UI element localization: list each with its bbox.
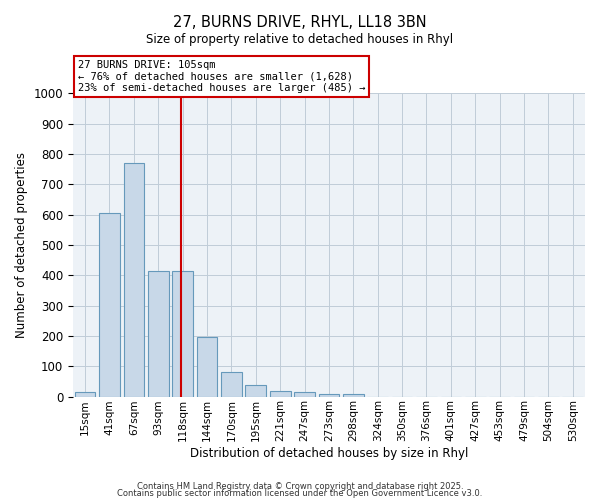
Text: Contains public sector information licensed under the Open Government Licence v3: Contains public sector information licen… [118,490,482,498]
Bar [270,391,290,396]
Bar [343,394,364,396]
Bar [99,213,120,396]
Bar [197,338,217,396]
Y-axis label: Number of detached properties: Number of detached properties [15,152,28,338]
Bar [148,270,169,396]
Bar [221,372,242,396]
Bar [75,392,95,396]
Bar [319,394,340,396]
Bar [245,385,266,396]
Text: 27 BURNS DRIVE: 105sqm
← 76% of detached houses are smaller (1,628)
23% of semi-: 27 BURNS DRIVE: 105sqm ← 76% of detached… [78,60,365,93]
Bar [124,163,144,396]
Text: 27, BURNS DRIVE, RHYL, LL18 3BN: 27, BURNS DRIVE, RHYL, LL18 3BN [173,15,427,30]
Bar [294,392,315,396]
Text: Size of property relative to detached houses in Rhyl: Size of property relative to detached ho… [146,32,454,46]
Text: Contains HM Land Registry data © Crown copyright and database right 2025.: Contains HM Land Registry data © Crown c… [137,482,463,491]
X-axis label: Distribution of detached houses by size in Rhyl: Distribution of detached houses by size … [190,447,468,460]
Bar [172,270,193,396]
